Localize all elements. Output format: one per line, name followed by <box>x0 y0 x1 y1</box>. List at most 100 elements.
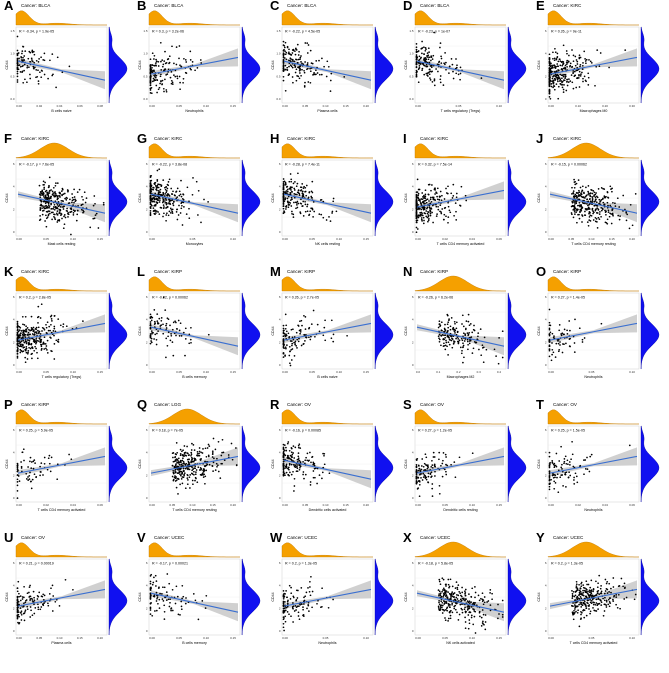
y-tick-label: 2 <box>13 340 15 344</box>
cancer-title: Cancer: OV <box>420 402 444 407</box>
data-point <box>47 604 50 607</box>
data-point <box>18 334 20 337</box>
data-point <box>80 203 83 206</box>
x-tick-label: 0.10 <box>496 104 502 108</box>
data-point <box>197 618 200 621</box>
data-point <box>16 62 19 65</box>
data-point <box>16 66 19 69</box>
data-point <box>162 198 165 201</box>
y-tick-label: 4 <box>545 451 547 455</box>
data-point <box>574 74 576 77</box>
data-point <box>164 186 166 189</box>
x-tick-label: 0.20 <box>602 104 608 108</box>
data-point <box>303 477 305 480</box>
data-point <box>299 58 301 61</box>
data-point <box>612 201 614 204</box>
data-point <box>16 462 19 465</box>
data-point <box>282 75 285 78</box>
data-point <box>418 495 421 498</box>
data-point <box>296 182 299 185</box>
data-point <box>438 451 441 454</box>
data-point <box>149 580 152 583</box>
data-point <box>37 305 40 308</box>
data-point <box>283 53 285 55</box>
data-point <box>84 201 87 204</box>
data-point <box>594 216 597 219</box>
data-point <box>287 206 290 209</box>
data-point <box>303 314 305 317</box>
data-point <box>594 209 597 212</box>
data-point <box>437 589 440 591</box>
data-point <box>285 449 288 452</box>
data-point <box>296 62 299 64</box>
data-point <box>421 214 424 217</box>
data-point <box>227 454 230 456</box>
data-point <box>430 471 433 474</box>
data-point <box>74 209 76 212</box>
panel-n: 6 4 2 0 0.0 0.1 0.2 0.3 0.4 Macrophages M2 CD44 R =… <box>403 264 534 397</box>
data-point <box>309 70 312 73</box>
data-point <box>464 338 467 340</box>
data-point <box>20 467 23 469</box>
data-point <box>440 600 443 603</box>
data-point <box>50 314 53 317</box>
data-point <box>35 331 38 333</box>
data-point <box>28 66 30 69</box>
regression-line <box>17 588 106 607</box>
data-point <box>47 201 50 204</box>
data-point <box>554 482 557 484</box>
data-point <box>36 357 39 360</box>
data-point <box>304 328 307 330</box>
data-point <box>558 58 561 61</box>
data-point <box>155 188 157 191</box>
data-point <box>185 213 188 215</box>
data-point <box>573 70 576 73</box>
data-point <box>455 72 458 75</box>
data-point <box>468 611 471 614</box>
data-point <box>320 213 323 216</box>
data-point <box>548 81 551 83</box>
data-point <box>285 606 288 609</box>
data-point <box>16 481 19 483</box>
data-point <box>598 218 601 221</box>
data-point <box>596 207 599 209</box>
data-point <box>156 597 158 600</box>
data-point <box>102 203 105 206</box>
data-point <box>73 188 75 191</box>
data-point <box>429 214 432 217</box>
regression-line <box>283 588 372 607</box>
data-point <box>194 69 196 72</box>
data-point <box>291 210 293 213</box>
data-point <box>25 351 28 354</box>
data-point <box>184 327 187 330</box>
data-point <box>446 323 449 326</box>
data-point <box>149 602 152 605</box>
data-point <box>51 320 53 322</box>
data-point <box>551 474 554 477</box>
data-point <box>548 53 551 56</box>
y-axis-label: CD44 <box>271 592 275 601</box>
data-point <box>149 184 152 187</box>
data-point <box>450 597 452 599</box>
data-point <box>161 79 164 82</box>
y-tick-label: 2 <box>545 207 547 211</box>
data-point <box>450 339 453 342</box>
data-point <box>26 608 29 611</box>
x-axis-label: Neutrophils <box>318 641 336 645</box>
cancer-title: Cancer: OV <box>21 535 45 540</box>
data-point <box>67 190 69 193</box>
data-point <box>588 212 590 215</box>
data-point <box>430 208 433 210</box>
data-point <box>196 481 199 484</box>
stat-annotation: R = 0.2, p = 2.8e-05 <box>19 296 51 300</box>
data-point <box>172 321 175 324</box>
data-point <box>566 59 569 62</box>
data-point <box>429 209 431 212</box>
data-point <box>162 87 165 90</box>
data-point <box>171 588 174 591</box>
data-point <box>291 186 293 189</box>
stat-annotation: R = 0.32, p = 7.5e-14 <box>418 163 452 167</box>
panel-letter: A <box>4 0 14 13</box>
y-tick-label: 6 <box>412 428 414 432</box>
data-point <box>612 214 614 217</box>
